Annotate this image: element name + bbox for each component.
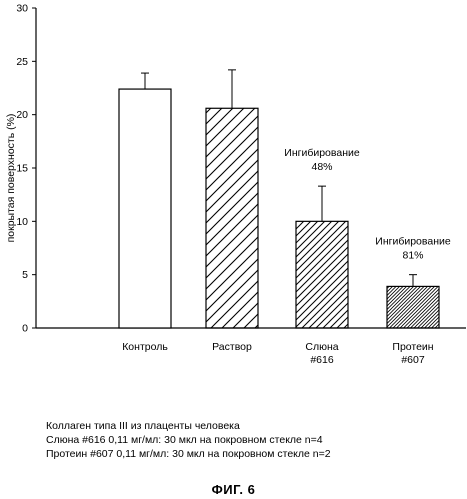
x-tick-label: Раствор — [212, 341, 252, 353]
annotation-label: 81% — [402, 250, 423, 262]
y-tick-label: 20 — [16, 109, 28, 121]
bar — [119, 89, 171, 328]
caption-line-protein: Протеин #607 0,11 мг/мл: 30 мкл на покро… — [46, 447, 331, 461]
x-tick-label: Протеин — [392, 341, 433, 353]
annotation-label: 48% — [311, 161, 332, 173]
y-tick-label: 30 — [16, 3, 28, 15]
y-tick-label: 5 — [22, 269, 28, 281]
bar — [206, 108, 258, 328]
y-tick-label: 15 — [16, 163, 28, 175]
annotation-label: Ингибирование — [284, 147, 360, 159]
x-tick-label: Слюна — [305, 341, 338, 353]
x-tick-label: #616 — [310, 354, 334, 366]
figure-label: ФИГ. 6 — [0, 482, 467, 497]
y-tick-label: 10 — [16, 216, 28, 228]
x-tick-label: Контроль — [122, 341, 168, 353]
x-tick-label: #607 — [401, 354, 425, 366]
y-tick-label: 0 — [22, 323, 28, 335]
bar — [387, 286, 439, 328]
annotation-label: Ингибирование — [375, 236, 451, 248]
caption-line-saliva: Слюна #616 0,11 мг/мл: 30 мкл на покровн… — [46, 433, 323, 447]
y-tick-label: 25 — [16, 56, 28, 68]
bar — [296, 221, 348, 328]
bar-chart: 0 5 10 15 20 25 30 покрытая поверхность (%) Конт… — [0, 0, 467, 420]
y-axis-title: покрытая поверхность (%) — [5, 114, 17, 243]
caption-line-collagen: Коллаген типа III из плаценты человека — [46, 419, 240, 433]
